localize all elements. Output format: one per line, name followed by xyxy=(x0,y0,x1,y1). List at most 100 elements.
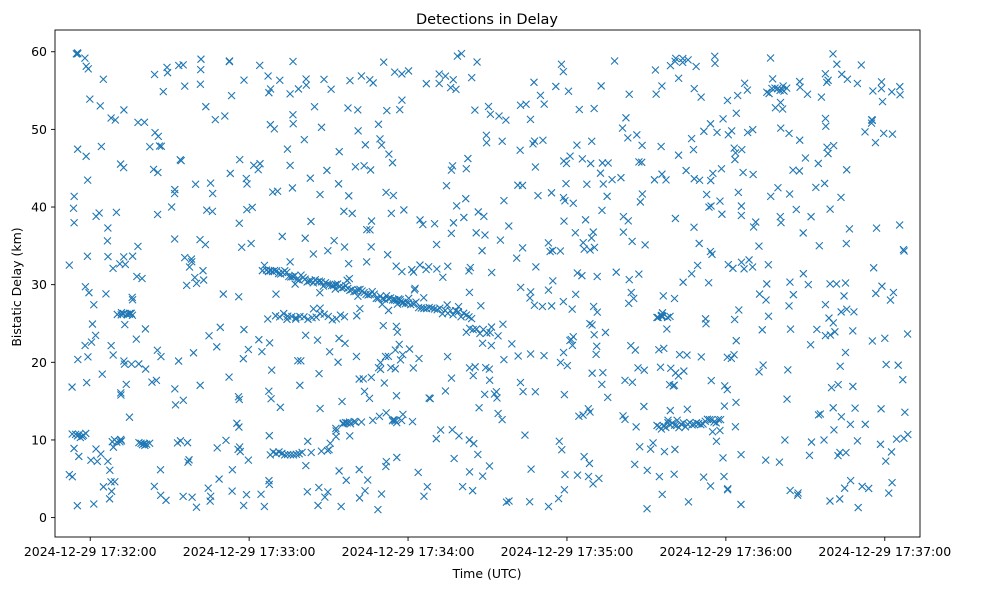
clutter-point xyxy=(826,205,835,214)
clutter-point xyxy=(792,205,801,214)
clutter-point xyxy=(148,378,156,387)
clutter-point xyxy=(498,415,507,424)
clutter-point xyxy=(234,392,243,401)
track-point xyxy=(396,295,404,304)
track-point xyxy=(425,303,434,312)
clutter-point xyxy=(357,418,366,426)
clutter-point xyxy=(121,260,130,269)
clutter-point xyxy=(88,320,97,328)
clutter-point xyxy=(239,501,248,510)
clutter-point xyxy=(141,325,150,333)
clutter-point xyxy=(465,266,473,275)
clutter-point xyxy=(821,122,830,131)
y-tick-label: 0 xyxy=(39,510,47,525)
clutter-point xyxy=(556,247,565,255)
clutter-point xyxy=(149,165,158,174)
clutter-point xyxy=(585,459,594,468)
clutter-point xyxy=(762,296,770,304)
clutter-point xyxy=(128,293,137,302)
clutter-point xyxy=(621,415,629,424)
clutter-point xyxy=(846,476,855,485)
clutter-point xyxy=(525,497,534,506)
clutter-point xyxy=(81,54,89,63)
clutter-point xyxy=(821,114,830,123)
clutter-point xyxy=(732,109,741,118)
clutter-point xyxy=(789,166,797,175)
clutter-point xyxy=(670,470,679,479)
clutter-point xyxy=(717,164,726,173)
clutter-point xyxy=(296,356,305,365)
clutter-point xyxy=(706,119,715,128)
clutter-point xyxy=(381,352,390,361)
track-point xyxy=(472,325,481,333)
clutter-point xyxy=(807,212,815,221)
clutter-point xyxy=(447,374,456,382)
cluster-point xyxy=(117,308,126,317)
clutter-point xyxy=(443,262,452,271)
clutter-point xyxy=(731,149,740,157)
cluster-point xyxy=(350,417,359,426)
clutter-point xyxy=(821,300,830,309)
clutter-point xyxy=(107,477,115,486)
clutter-point xyxy=(493,394,501,402)
track-point xyxy=(279,309,288,318)
clutter-point xyxy=(585,319,594,328)
clutter-point xyxy=(465,436,474,444)
clutter-point xyxy=(723,385,732,394)
clutter-point xyxy=(758,325,767,334)
clutter-point xyxy=(687,269,696,278)
clutter-point xyxy=(187,257,196,266)
clutter-point xyxy=(478,246,486,255)
clutter-point xyxy=(577,271,586,280)
clutter-point xyxy=(170,384,179,393)
clutter-point xyxy=(877,77,886,86)
track-point xyxy=(435,304,444,313)
clutter-point xyxy=(342,476,351,485)
clutter-point xyxy=(120,357,128,365)
clutter-point xyxy=(283,145,292,154)
clutter-point xyxy=(254,335,263,344)
cluster-point xyxy=(388,416,397,425)
clutter-point xyxy=(127,360,136,369)
clutter-point xyxy=(690,84,699,93)
clutter-point xyxy=(737,450,745,459)
clutter-point xyxy=(737,500,745,509)
clutter-point xyxy=(826,497,834,505)
clutter-point xyxy=(586,408,594,416)
clutter-point xyxy=(579,238,588,247)
clutter-point xyxy=(335,467,343,475)
clutter-point xyxy=(187,255,196,263)
clutter-point xyxy=(399,410,407,419)
clutter-point xyxy=(392,391,401,400)
clutter-point xyxy=(755,290,764,298)
clutter-point xyxy=(675,350,684,359)
cluster-point xyxy=(339,419,348,428)
clutter-point xyxy=(352,352,361,361)
clutter-point xyxy=(723,484,732,493)
clutter-point xyxy=(331,424,340,433)
clutter-point xyxy=(720,402,729,411)
clutter-point xyxy=(368,416,377,425)
clutter-point xyxy=(97,142,106,151)
clutter-point xyxy=(109,351,118,359)
track-point xyxy=(275,312,284,321)
clutter-point xyxy=(814,410,823,419)
clutter-point xyxy=(120,106,128,114)
clutter-point xyxy=(706,482,715,490)
clutter-point xyxy=(786,325,795,334)
clutter-point xyxy=(152,376,161,385)
track-point xyxy=(679,419,688,427)
track-point xyxy=(286,273,295,281)
clutter-point xyxy=(355,304,364,313)
clutter-point xyxy=(399,206,408,214)
clutter-point xyxy=(708,169,717,178)
clutter-point xyxy=(557,60,566,69)
clutter-point xyxy=(900,408,909,417)
clutter-point xyxy=(449,75,458,84)
clutter-point xyxy=(786,278,794,286)
clutter-point xyxy=(156,465,165,474)
clutter-point xyxy=(678,54,687,63)
clutter-point xyxy=(382,188,390,197)
clutter-point xyxy=(232,419,241,428)
clutter-point xyxy=(377,141,386,150)
